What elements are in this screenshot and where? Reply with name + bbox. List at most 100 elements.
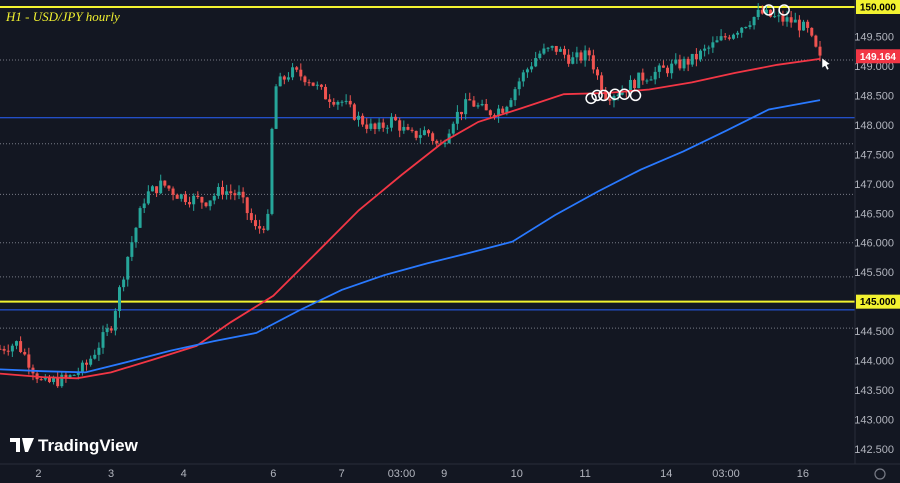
candle-body	[155, 186, 159, 194]
time-tick-label: 6	[270, 468, 276, 480]
time-tick-label: 03:00	[712, 468, 740, 480]
candle-body	[171, 188, 175, 195]
candle-body	[27, 354, 31, 368]
candle-body	[818, 46, 822, 56]
time-axis: 2 3 4 6 7 03:00 9 10 11 14 03:00 16	[0, 463, 900, 480]
candle-body	[389, 116, 393, 128]
candles	[0, 3, 822, 388]
chart-title: H1 - USD/JPY hourly	[5, 9, 120, 24]
candle-body	[332, 101, 336, 105]
last-price-label: 149.164	[860, 52, 897, 63]
candle-body	[291, 67, 295, 78]
time-tick-label: 16	[797, 468, 809, 480]
candle-body	[781, 15, 785, 22]
candle-body	[785, 17, 789, 22]
candle-body	[604, 90, 608, 100]
candle-body	[760, 9, 764, 14]
candle-body	[398, 120, 402, 131]
annotation-circle	[591, 89, 603, 102]
candle-body	[777, 15, 781, 17]
candle-body	[591, 55, 595, 70]
time-tick-label: 03:00	[388, 468, 416, 480]
candle-body	[517, 81, 521, 90]
candle-body	[299, 69, 303, 77]
candle-body	[212, 195, 216, 201]
candle-body	[258, 226, 262, 229]
candle-body	[554, 45, 558, 52]
price-tick-label: 149.000	[854, 61, 894, 73]
candle-body	[6, 350, 10, 352]
candle-body	[814, 35, 818, 47]
candle-body	[307, 82, 311, 84]
last-price-tag	[856, 49, 900, 64]
candle-body	[550, 45, 554, 48]
candle-body	[109, 328, 113, 331]
candle-body	[52, 378, 56, 383]
candle-body	[657, 65, 661, 72]
candle-body	[274, 86, 278, 129]
candle-body	[179, 194, 183, 199]
candle-body	[694, 53, 698, 60]
candle-body	[637, 72, 641, 89]
candle-body	[472, 100, 476, 107]
candle-body	[200, 197, 204, 203]
candle-body	[163, 180, 167, 186]
annotations	[585, 4, 790, 105]
candle-body	[682, 58, 686, 69]
candle-body	[674, 59, 678, 64]
candle-body	[567, 54, 571, 64]
candle-body	[241, 191, 245, 198]
candle-body	[43, 377, 47, 380]
candle-body	[600, 75, 604, 91]
candle-body	[620, 91, 624, 95]
candle-body	[188, 202, 192, 205]
candle-body	[381, 122, 385, 128]
candle-body	[352, 104, 356, 120]
cursor-arrow-icon	[821, 57, 831, 71]
candle-body	[406, 126, 410, 130]
price-level-label: 145.000	[860, 297, 897, 308]
time-tick-label: 7	[339, 468, 345, 480]
price-tick-label: 146.500	[854, 208, 894, 220]
price-tick-label: 148.500	[854, 90, 894, 102]
candle-body	[233, 193, 237, 196]
price-tick-label: 148.000	[854, 120, 894, 132]
candle-body	[356, 115, 360, 120]
candle-body	[752, 16, 756, 26]
candle-body	[773, 16, 777, 18]
candle-body	[89, 358, 93, 365]
candle-body	[633, 79, 637, 89]
annotation-circle	[763, 4, 775, 16]
candle-body	[509, 100, 513, 107]
candle-body	[196, 195, 200, 198]
candle-body	[715, 40, 719, 43]
candle-body	[451, 123, 455, 134]
candle-body	[497, 108, 501, 117]
annotation-circle	[778, 4, 790, 16]
candle-body	[464, 99, 468, 115]
candle-body	[802, 21, 806, 31]
candle-body	[60, 374, 64, 387]
candle-body	[422, 130, 426, 136]
candle-body	[113, 310, 117, 331]
candle-body	[126, 256, 130, 280]
time-tick-label: 9	[441, 468, 447, 480]
candle-body	[138, 208, 142, 228]
candle-body	[303, 76, 307, 83]
candle-body	[595, 69, 599, 76]
annotation-circle	[585, 92, 597, 105]
price-tick-label: 143.500	[854, 385, 894, 397]
candle-body	[546, 47, 550, 49]
candle-body	[2, 348, 6, 351]
candle-body	[530, 66, 534, 70]
candle-body	[690, 53, 694, 65]
candle-body	[525, 69, 529, 73]
candle-body	[245, 197, 249, 214]
candle-body	[480, 103, 484, 106]
candle-body	[678, 59, 682, 69]
time-tick-label: 10	[511, 468, 523, 480]
candle-body	[221, 186, 225, 195]
